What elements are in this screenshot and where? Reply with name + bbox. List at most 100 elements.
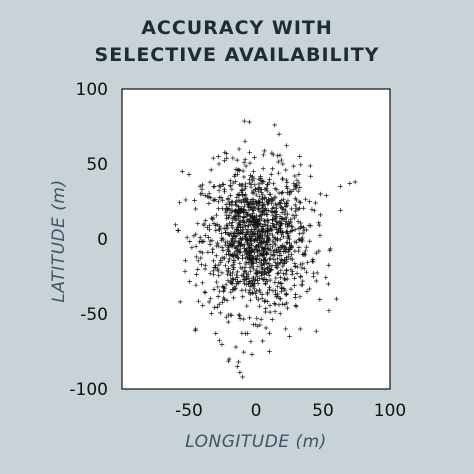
data-point (272, 301, 278, 307)
data-point (277, 247, 283, 253)
data-point (239, 237, 244, 243)
data-point (257, 221, 263, 226)
data-point (249, 219, 254, 225)
data-point (297, 326, 303, 332)
data-point (317, 222, 322, 228)
data-point (261, 227, 266, 233)
data-point (285, 222, 290, 227)
data-point (187, 279, 192, 284)
data-point (284, 177, 289, 183)
data-point (284, 184, 289, 189)
data-point (242, 186, 248, 192)
data-point (279, 281, 285, 286)
data-point (292, 261, 298, 266)
data-point (262, 196, 267, 201)
data-point (304, 269, 309, 275)
data-point (216, 188, 222, 194)
data-point (247, 280, 253, 286)
data-point (210, 155, 216, 161)
data-point (227, 270, 233, 276)
data-point (347, 181, 353, 186)
data-point (253, 244, 258, 250)
data-point (285, 305, 290, 311)
data-point (284, 240, 289, 246)
data-point (247, 291, 253, 297)
data-point (247, 119, 252, 125)
data-point (313, 200, 318, 206)
data-point (232, 229, 238, 235)
data-point (200, 250, 205, 256)
data-point (245, 202, 251, 207)
data-point (294, 271, 300, 276)
data-point (205, 249, 211, 255)
data-point (254, 288, 259, 294)
data-point (216, 183, 222, 189)
data-point (253, 186, 259, 192)
data-point (270, 253, 276, 258)
data-point (248, 268, 253, 274)
data-point (224, 151, 229, 156)
data-point (270, 288, 276, 294)
data-point (257, 194, 262, 200)
data-point (211, 184, 216, 190)
data-point (233, 253, 238, 259)
data-point (266, 273, 272, 278)
data-point (327, 247, 333, 253)
data-point (227, 183, 233, 188)
data-point (297, 294, 303, 300)
data-point (273, 275, 279, 281)
data-point (270, 232, 275, 238)
data-point (198, 255, 204, 261)
data-point (245, 250, 251, 256)
data-point (242, 265, 248, 270)
data-point (239, 230, 245, 236)
data-point (296, 172, 302, 177)
y-tick-label: -100 (69, 380, 108, 400)
data-point (230, 267, 236, 272)
data-point (253, 199, 259, 204)
data-point (260, 245, 265, 251)
data-point (282, 257, 287, 263)
data-point (231, 241, 236, 247)
data-point (260, 166, 266, 171)
data-point (261, 269, 267, 274)
data-point (267, 231, 273, 237)
data-point (224, 298, 230, 303)
data-point (237, 182, 242, 187)
data-point (262, 298, 268, 304)
data-point (209, 238, 215, 243)
data-point (219, 231, 224, 237)
data-point (278, 253, 284, 258)
data-point (265, 226, 271, 232)
data-point (259, 205, 265, 211)
data-point (283, 221, 288, 227)
data-point (224, 224, 230, 230)
data-point (189, 245, 195, 251)
data-point (270, 223, 276, 228)
data-point (219, 342, 225, 347)
data-point (184, 235, 190, 240)
data-point (228, 273, 233, 278)
data-point (296, 245, 302, 250)
data-point (278, 216, 284, 221)
y-tick-label: 100 (76, 80, 108, 100)
data-point (206, 299, 212, 305)
data-point (235, 269, 240, 275)
data-point (214, 279, 219, 285)
data-point (232, 202, 238, 207)
data-point (290, 269, 295, 274)
data-point (197, 183, 203, 189)
data-point (195, 267, 201, 272)
data-point (273, 209, 278, 215)
data-point (221, 287, 227, 293)
data-point (267, 330, 272, 336)
data-point (280, 161, 286, 167)
data-point (261, 262, 267, 268)
data-point (246, 246, 252, 251)
data-point (240, 182, 245, 188)
data-point (226, 358, 231, 364)
data-point (208, 296, 213, 301)
data-point (192, 198, 197, 203)
data-point (243, 163, 249, 169)
data-point (316, 220, 322, 226)
